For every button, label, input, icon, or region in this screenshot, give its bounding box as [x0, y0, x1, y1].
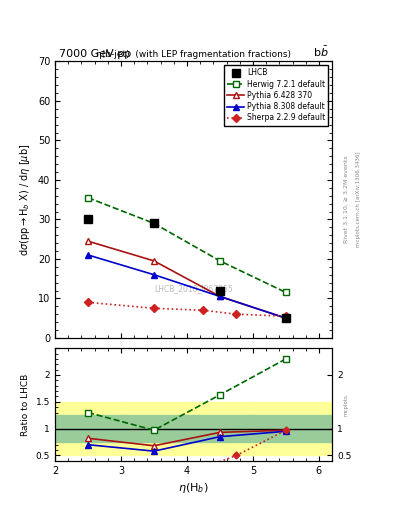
Line: Pythia 8.308 default: Pythia 8.308 default	[84, 251, 289, 322]
LHCB	[152, 220, 156, 226]
LHCB	[284, 315, 288, 321]
Pythia 6.428 370	[152, 258, 156, 264]
Herwig 7.2.1 default	[284, 289, 288, 295]
Text: mcplots.: mcplots.	[344, 393, 349, 416]
Sherpa 2.2.9 default	[234, 311, 239, 317]
Herwig 7.2.1 default	[218, 258, 222, 264]
Herwig 7.2.1 default	[86, 195, 90, 201]
Pythia 8.308 default	[284, 315, 288, 321]
Line: LHCB: LHCB	[84, 215, 290, 323]
Y-axis label: Ratio to LHCB: Ratio to LHCB	[21, 373, 30, 436]
Text: mcplots.cern.ch [arXiv:1306.3436]: mcplots.cern.ch [arXiv:1306.3436]	[356, 152, 361, 247]
Text: LHCB_2010_I867355: LHCB_2010_I867355	[154, 284, 233, 293]
Sherpa 2.2.9 default	[201, 307, 206, 313]
Legend: LHCB, Herwig 7.2.1 default, Pythia 6.428 370, Pythia 8.308 default, Sherpa 2.2.9: LHCB, Herwig 7.2.1 default, Pythia 6.428…	[224, 65, 328, 125]
Pythia 6.428 370	[86, 238, 90, 244]
Herwig 7.2.1 default	[152, 220, 156, 226]
Line: Herwig 7.2.1 default: Herwig 7.2.1 default	[84, 194, 289, 296]
Pythia 6.428 370	[284, 315, 288, 321]
Sherpa 2.2.9 default	[152, 305, 156, 311]
Sherpa 2.2.9 default	[284, 313, 288, 319]
Pythia 8.308 default	[152, 272, 156, 278]
Text: Rivet 3.1.10, ≥ 3.2M events: Rivet 3.1.10, ≥ 3.2M events	[344, 156, 349, 244]
Line: Sherpa 2.2.9 default: Sherpa 2.2.9 default	[85, 300, 289, 319]
Pythia 8.308 default	[218, 293, 222, 300]
Pythia 6.428 370	[218, 293, 222, 300]
Y-axis label: d$\sigma$(pp$\rightarrow$H$_b$ X) / d$\eta$ [$\mu$b]: d$\sigma$(pp$\rightarrow$H$_b$ X) / d$\e…	[18, 143, 32, 256]
Pythia 8.308 default	[86, 252, 90, 258]
LHCB	[218, 287, 222, 293]
Title: η(b-jet)  (with LEP fragmentation fractions): η(b-jet) (with LEP fragmentation fractio…	[96, 50, 291, 59]
Line: Pythia 6.428 370: Pythia 6.428 370	[84, 238, 289, 322]
Text: 7000 GeV pp: 7000 GeV pp	[59, 49, 131, 59]
LHCB	[86, 217, 90, 223]
X-axis label: $\eta$(H$_b$): $\eta$(H$_b$)	[178, 481, 209, 495]
Text: b$\bar{b}$: b$\bar{b}$	[312, 45, 328, 59]
Sherpa 2.2.9 default	[86, 300, 90, 306]
